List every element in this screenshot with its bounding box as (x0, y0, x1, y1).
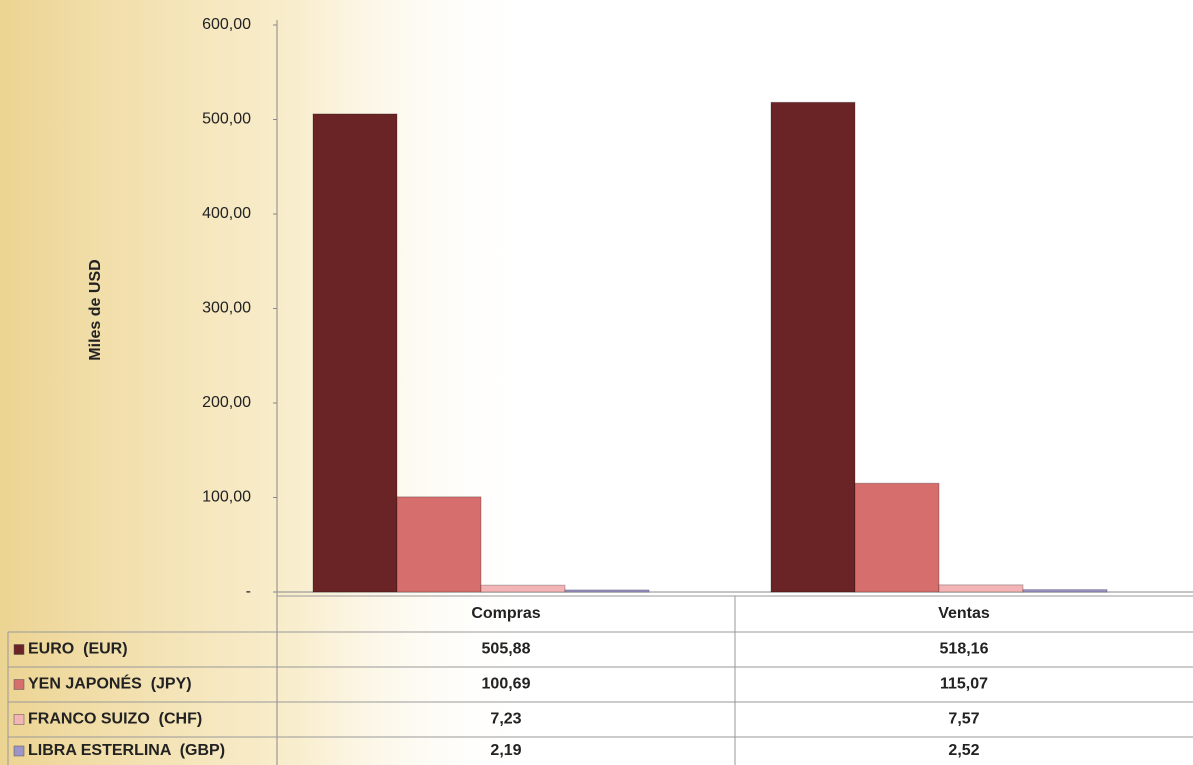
data-label: 2,19 (490, 742, 521, 759)
bar (938, 584, 1024, 593)
y-tick-label: 500,00 (202, 111, 251, 128)
y-tick-label: - (246, 583, 251, 600)
legend-label: LIBRA ESTERLINA (GBP) (28, 742, 225, 759)
y-axis-label: Miles de USD (87, 259, 104, 360)
legend-swatch (13, 745, 25, 757)
bar (564, 589, 650, 593)
legend-label: EURO (EUR) (28, 641, 128, 658)
y-tick-label: 300,00 (202, 300, 251, 317)
legend-swatch (13, 714, 25, 725)
data-label: 100,69 (482, 676, 531, 693)
legend-label: FRANCO SUIZO (CHF) (28, 711, 202, 728)
y-tick-label: 100,00 (202, 489, 251, 506)
legend-swatch (13, 679, 25, 690)
bar (1022, 589, 1108, 593)
bar (480, 584, 566, 593)
bar (396, 496, 482, 593)
column-header: Compras (471, 605, 540, 622)
bar (312, 113, 398, 593)
data-label: 7,57 (948, 711, 979, 728)
legend-label: YEN JAPONÉS (JPY) (28, 674, 192, 693)
column-header: Ventas (938, 605, 990, 622)
bar (770, 101, 856, 593)
data-label: 7,23 (490, 711, 521, 728)
bar (854, 482, 940, 593)
data-label: 518,16 (940, 641, 989, 658)
data-label: 505,88 (482, 641, 531, 658)
data-label: 115,07 (940, 676, 988, 693)
y-tick-label: 400,00 (202, 205, 251, 222)
legend-swatch (13, 644, 25, 655)
y-tick-label: 200,00 (202, 394, 251, 411)
data-label: 2,52 (948, 742, 979, 759)
y-tick-label: 600,00 (202, 16, 251, 33)
